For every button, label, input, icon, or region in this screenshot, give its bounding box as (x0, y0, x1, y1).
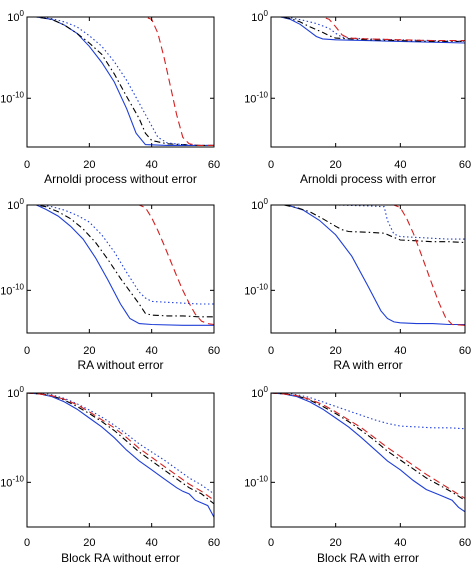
x-tick-label: 0 (268, 159, 274, 171)
chart-title: RA without error (77, 358, 163, 372)
y-tick-label: 10-10 (244, 282, 268, 297)
y-tick-label: 100 (7, 197, 24, 212)
x-tick-label: 20 (330, 537, 342, 549)
x-tick-label: 0 (268, 345, 274, 357)
x-tick-label: 20 (330, 345, 342, 357)
axes-frame (26, 16, 215, 148)
x-tick-label: 20 (83, 345, 95, 357)
series-line-solid (271, 393, 465, 513)
y-tick-label: 10-10 (244, 474, 268, 489)
series-line-dashdot (27, 393, 214, 505)
series-line-dashed (271, 393, 465, 499)
chart-panel-5: 0 20 40 60 100 10-10 Block RA without error (0, 385, 220, 565)
chart-panel-1: 0 20 40 60 100 10-10 Arnoldi process without e… (0, 9, 220, 186)
x-tick-label: 20 (83, 159, 95, 171)
series-line-dotted (271, 393, 465, 430)
x-tick-label: 60 (208, 159, 220, 171)
series-line-dashed (27, 393, 214, 501)
x-tick-label: 60 (459, 537, 471, 549)
x-tick-label: 0 (24, 537, 30, 549)
x-tick-label: 40 (394, 159, 406, 171)
x-tick-label: 40 (394, 345, 406, 357)
y-tick-label: 10-10 (0, 474, 24, 489)
series-line-dashed (27, 205, 214, 326)
y-tick-label: 100 (251, 9, 268, 24)
chart-title: RA with error (333, 358, 402, 372)
x-tick-label: 40 (146, 345, 158, 357)
series-line-dashdot (271, 205, 465, 244)
y-tick-label: 100 (251, 197, 268, 212)
series-line-dotted (27, 17, 214, 146)
series-line-dashdot (271, 393, 465, 501)
chart-title: Arnoldi process with error (300, 172, 436, 186)
x-tick-label: 20 (330, 159, 342, 171)
series-line-solid (27, 393, 214, 518)
x-tick-label: 40 (146, 159, 158, 171)
y-tick-label: 10-10 (0, 282, 24, 297)
x-tick-label: 60 (459, 159, 471, 171)
series-line-solid (27, 17, 214, 146)
y-tick-label: 10-10 (0, 90, 24, 105)
chart-panel-3: 0 20 40 60 100 10-10 RA without error (0, 197, 220, 372)
series-line-dashed (271, 205, 465, 326)
x-tick-label: 0 (268, 537, 274, 549)
x-tick-label: 0 (24, 159, 30, 171)
chart-panel-6: 0 20 40 60 100 10-10 Block RA with error (244, 385, 471, 565)
y-tick-label: 100 (7, 385, 24, 400)
series-line-dashdot (27, 205, 214, 318)
series-line-dotted (271, 17, 465, 42)
y-tick-label: 10-10 (244, 90, 268, 105)
chart-title: Block RA without error (61, 551, 180, 565)
x-tick-label: 60 (208, 537, 220, 549)
x-tick-label: 40 (146, 537, 158, 549)
x-tick-label: 20 (83, 537, 95, 549)
x-tick-label: 60 (208, 345, 220, 357)
axes-frame (270, 204, 466, 334)
series-line-solid (27, 205, 214, 326)
series-line-dashdot (27, 17, 214, 146)
series-line-dashdot (271, 17, 465, 42)
series-line-solid (271, 205, 465, 326)
chart-panel-2: 0 20 40 60 100 10-10 Arnoldi process with erro… (244, 9, 471, 186)
y-tick-label: 100 (7, 9, 24, 24)
x-tick-label: 0 (24, 345, 30, 357)
chart-title: Block RA with error (317, 551, 419, 565)
series-line-dashed (27, 17, 214, 146)
axes-frame (26, 392, 215, 528)
series-line-dotted (27, 205, 214, 305)
y-tick-label: 100 (251, 385, 268, 400)
chart-panel-4: 0 20 40 60 100 10-10 RA with error (244, 197, 471, 372)
chart-title: Arnoldi process without error (44, 172, 197, 186)
series-line-dashed (271, 17, 465, 42)
axes-frame (270, 392, 466, 528)
series-line-solid (271, 17, 465, 44)
series-line-dotted (271, 205, 465, 240)
x-tick-label: 40 (394, 537, 406, 549)
axes-frame (26, 204, 215, 334)
axes-frame (270, 16, 466, 148)
x-tick-label: 60 (459, 345, 471, 357)
